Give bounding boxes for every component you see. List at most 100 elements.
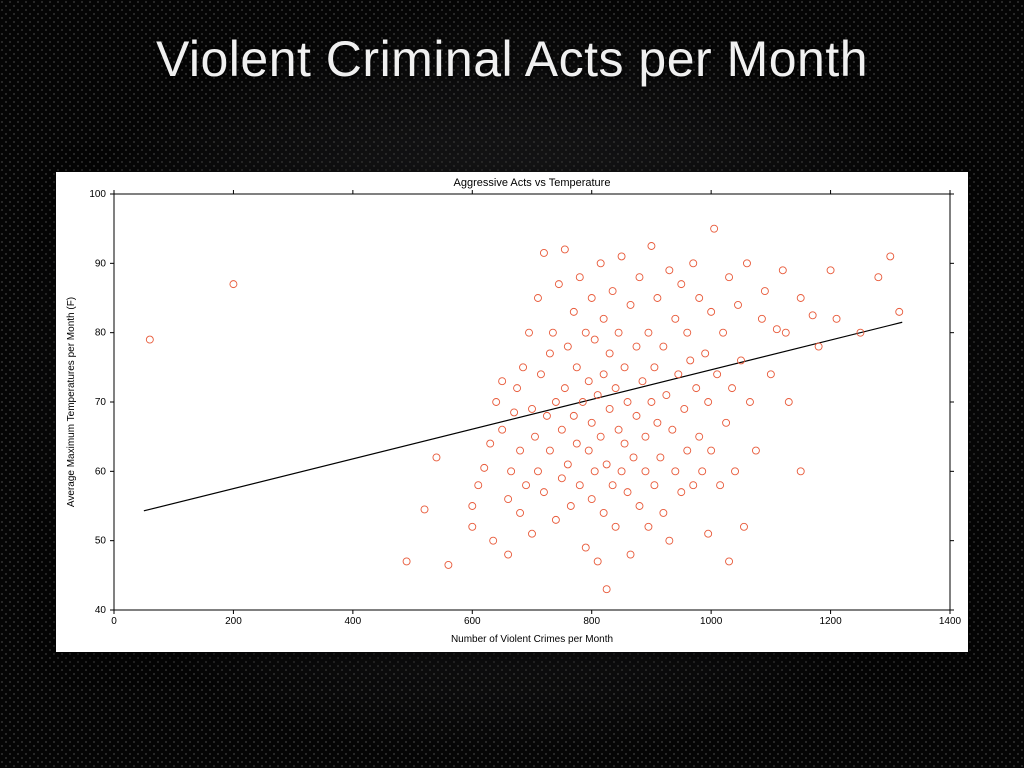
data-point (621, 440, 628, 447)
data-point (732, 468, 739, 475)
data-point (529, 530, 536, 537)
data-point (887, 253, 894, 260)
data-point (585, 447, 592, 454)
x-tick-label: 1000 (700, 616, 723, 627)
y-tick-label: 100 (89, 189, 106, 200)
data-point (684, 447, 691, 454)
data-point (597, 260, 604, 267)
y-tick-label: 70 (95, 397, 107, 408)
data-point (714, 371, 721, 378)
data-point (630, 454, 637, 461)
data-point (708, 447, 715, 454)
data-point (567, 503, 574, 510)
data-point (624, 399, 631, 406)
presentation-slide: Violent Criminal Acts per Month 02004006… (0, 0, 1024, 768)
data-point (573, 440, 580, 447)
data-point (508, 468, 515, 475)
data-point (600, 509, 607, 516)
data-point (591, 468, 598, 475)
data-point (591, 336, 598, 343)
data-point (421, 506, 428, 513)
data-point (675, 371, 682, 378)
data-point (636, 503, 643, 510)
data-point (797, 295, 804, 302)
data-point (537, 371, 544, 378)
data-point (230, 281, 237, 288)
data-point (633, 343, 640, 350)
data-point (663, 392, 670, 399)
data-point (526, 329, 533, 336)
x-tick-label: 400 (345, 616, 362, 627)
data-point (702, 350, 709, 357)
data-point (779, 267, 786, 274)
data-point (705, 399, 712, 406)
data-point (523, 482, 530, 489)
data-point (555, 281, 562, 288)
scatter-chart-container: 0200400600800100012001400405060708090100… (56, 172, 968, 652)
data-point (666, 267, 673, 274)
data-point (600, 315, 607, 322)
data-point (517, 447, 524, 454)
data-point (597, 433, 604, 440)
data-point (570, 308, 577, 315)
data-point (612, 523, 619, 530)
data-point (534, 295, 541, 302)
data-point (672, 468, 679, 475)
data-point (648, 399, 655, 406)
data-point (564, 461, 571, 468)
data-point (758, 315, 765, 322)
data-point (875, 274, 882, 281)
data-point (517, 509, 524, 516)
data-point (761, 288, 768, 295)
scatter-chart: 0200400600800100012001400405060708090100… (56, 172, 968, 652)
data-point (651, 364, 658, 371)
data-point (773, 326, 780, 333)
data-point (743, 260, 750, 267)
data-point (699, 468, 706, 475)
data-point (624, 489, 631, 496)
data-point (690, 482, 697, 489)
x-tick-label: 1200 (819, 616, 842, 627)
data-point (606, 350, 613, 357)
data-point (627, 551, 634, 558)
data-point (606, 405, 613, 412)
data-point (681, 405, 688, 412)
data-point (514, 385, 521, 392)
data-point (627, 301, 634, 308)
data-point (696, 295, 703, 302)
data-point (505, 496, 512, 503)
data-point (660, 343, 667, 350)
data-point (594, 558, 601, 565)
data-point (827, 267, 834, 274)
data-point (588, 496, 595, 503)
data-point (529, 405, 536, 412)
data-point (636, 274, 643, 281)
data-point (717, 482, 724, 489)
data-point (785, 399, 792, 406)
chart-title: Aggressive Acts vs Temperature (454, 177, 611, 189)
data-point (603, 586, 610, 593)
x-tick-label: 800 (583, 616, 600, 627)
data-point (746, 399, 753, 406)
data-point (499, 378, 506, 385)
data-point (493, 399, 500, 406)
data-point (642, 468, 649, 475)
data-point (621, 364, 628, 371)
data-point (660, 509, 667, 516)
data-point (573, 364, 580, 371)
data-point (561, 246, 568, 253)
data-point (645, 523, 652, 530)
data-point (531, 433, 538, 440)
data-point (615, 426, 622, 433)
data-point (499, 426, 506, 433)
data-point (540, 249, 547, 256)
data-point (558, 475, 565, 482)
data-point (146, 336, 153, 343)
data-point (603, 461, 610, 468)
plot-border (114, 194, 950, 610)
y-tick-label: 40 (95, 605, 107, 616)
x-tick-label: 200 (225, 616, 242, 627)
data-point (705, 530, 712, 537)
data-point (651, 482, 658, 489)
data-point (475, 482, 482, 489)
